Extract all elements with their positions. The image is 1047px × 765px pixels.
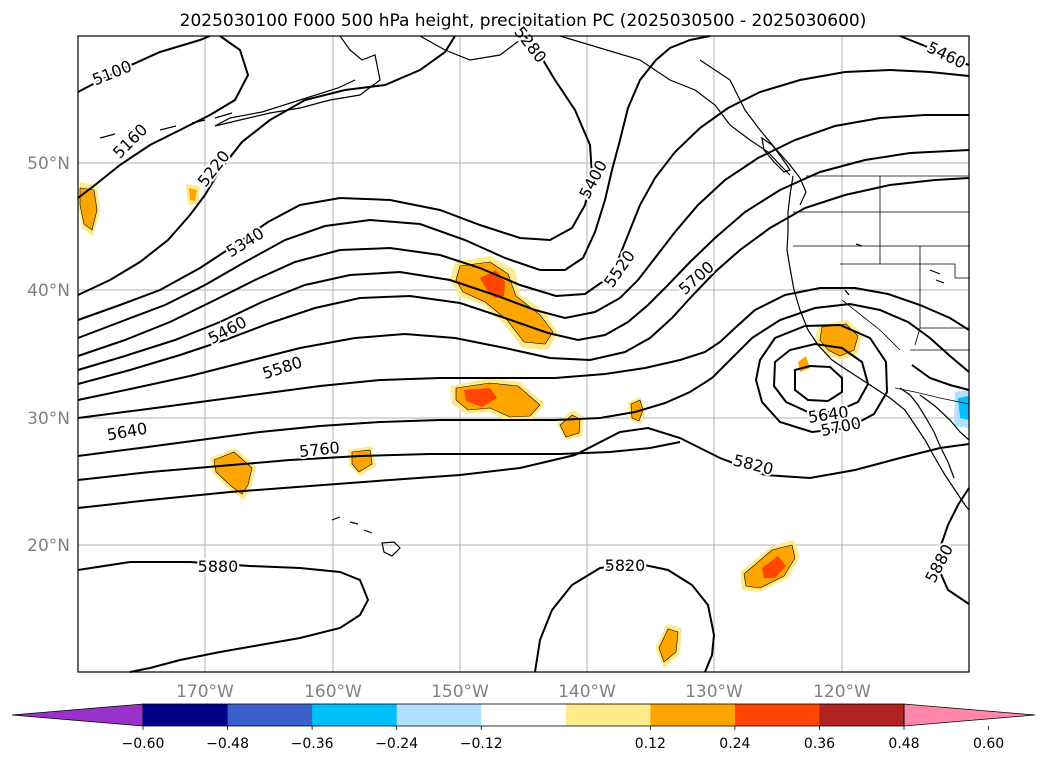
contour-5760 <box>77 364 970 481</box>
colorbar-segment <box>396 704 482 726</box>
colorbar-tick-label: 0.36 <box>804 736 835 752</box>
colorbar-tick-label: 0.24 <box>719 736 750 752</box>
us-west-coast <box>786 175 970 511</box>
height-contours <box>77 35 970 673</box>
colorbar-segment <box>227 704 313 726</box>
colorbar-tick-label: −0.48 <box>206 736 249 752</box>
lon-label: 160°W <box>304 682 362 702</box>
colorbar-tick-label: 0.12 <box>635 736 666 752</box>
contour-5700-low <box>772 342 870 413</box>
lon-label: 150°W <box>431 682 489 702</box>
precip-blob <box>559 414 581 438</box>
contour-label: 5880 <box>198 557 239 576</box>
contour-5640-west <box>77 287 970 419</box>
contour-5100 <box>77 35 250 199</box>
colorbar-segment <box>143 704 229 726</box>
coastlines <box>99 35 970 557</box>
contour-5820 <box>77 426 970 509</box>
contour-5640-low <box>794 364 843 403</box>
contour-5580 <box>77 177 970 401</box>
colorbar-segment <box>481 704 567 726</box>
us-mexico-border <box>894 387 970 405</box>
alaska-panhandle-coast <box>419 35 791 176</box>
colorbar-tick-label: −0.60 <box>122 736 165 752</box>
contour-5340 <box>77 35 711 339</box>
colorbar-tick-label: 0.60 <box>973 736 1004 752</box>
lon-label: 120°W <box>813 682 871 702</box>
precip-blob <box>455 261 554 345</box>
contour-5700-west <box>77 302 970 457</box>
colorbar-tick-label: −0.24 <box>375 736 418 752</box>
hawaii-islands <box>331 516 401 557</box>
precip-blob <box>464 388 497 407</box>
gridlines <box>78 36 969 672</box>
longitude-labels: 170°W 160°W 150°W 140°W 130°W 120°W <box>176 682 871 702</box>
precip-blob <box>762 556 786 578</box>
map-panel: 5100 5160 5220 5340 5460 5580 5640 5760 … <box>77 21 971 673</box>
colorbar-tick-label: 0.48 <box>888 736 919 752</box>
map-title: 2025030100 F000 500 hPa height, precipit… <box>180 11 867 31</box>
colorbar-segment <box>565 704 651 726</box>
lat-label: 50°N <box>27 154 70 174</box>
lat-label: 20°N <box>27 536 70 556</box>
political-borders <box>793 175 970 405</box>
colorbar-segment <box>312 704 398 726</box>
alaska-coast <box>214 35 381 127</box>
latitude-labels: 50°N 40°N 30°N 20°N <box>27 154 70 556</box>
contour-5820-south <box>534 561 716 673</box>
precip-blob <box>189 188 197 201</box>
baja-california-coast <box>899 387 970 479</box>
map-background <box>78 36 969 672</box>
lat-label: 40°N <box>27 281 70 301</box>
precip-blob <box>819 323 859 357</box>
precip-blob <box>213 451 253 495</box>
contour-5220 <box>77 35 456 296</box>
precip-blob <box>79 187 98 231</box>
aleutian-islands <box>99 112 233 139</box>
colorbar-segment <box>734 704 820 726</box>
vancouver-island <box>761 136 791 173</box>
contour-5400 <box>77 68 970 357</box>
lat-label: 30°N <box>27 409 70 429</box>
contour-5880 <box>77 561 370 673</box>
contour-5280 <box>77 35 594 321</box>
map-frame <box>77 35 970 673</box>
contour-5760-low <box>754 323 889 434</box>
colorbar-tick-label: −0.12 <box>460 736 503 752</box>
colorbar-extend-low <box>11 703 144 727</box>
colorbar-segment <box>650 704 736 726</box>
colorbar-segment <box>819 704 905 726</box>
lon-label: 170°W <box>176 682 234 702</box>
contour-5460 <box>77 114 969 371</box>
colorbar-tick-label: −0.36 <box>291 736 334 752</box>
colorbar-extend-high <box>903 703 1036 727</box>
contour-5520 <box>77 149 970 385</box>
state-borders <box>793 176 969 351</box>
contour-5880-east <box>939 487 970 605</box>
contour-5460-ne <box>899 35 970 66</box>
lon-label: 130°W <box>685 682 743 702</box>
colorbar-frame <box>142 703 905 727</box>
precip-blob <box>658 628 679 663</box>
colorbar: −0.60 −0.48 −0.36 −0.24 −0.12 0.12 0.24 0.36 0.4… <box>11 703 1036 752</box>
lon-label: 140°W <box>558 682 616 702</box>
channel-islands <box>844 243 945 296</box>
contour-label: 5820 <box>605 556 646 575</box>
